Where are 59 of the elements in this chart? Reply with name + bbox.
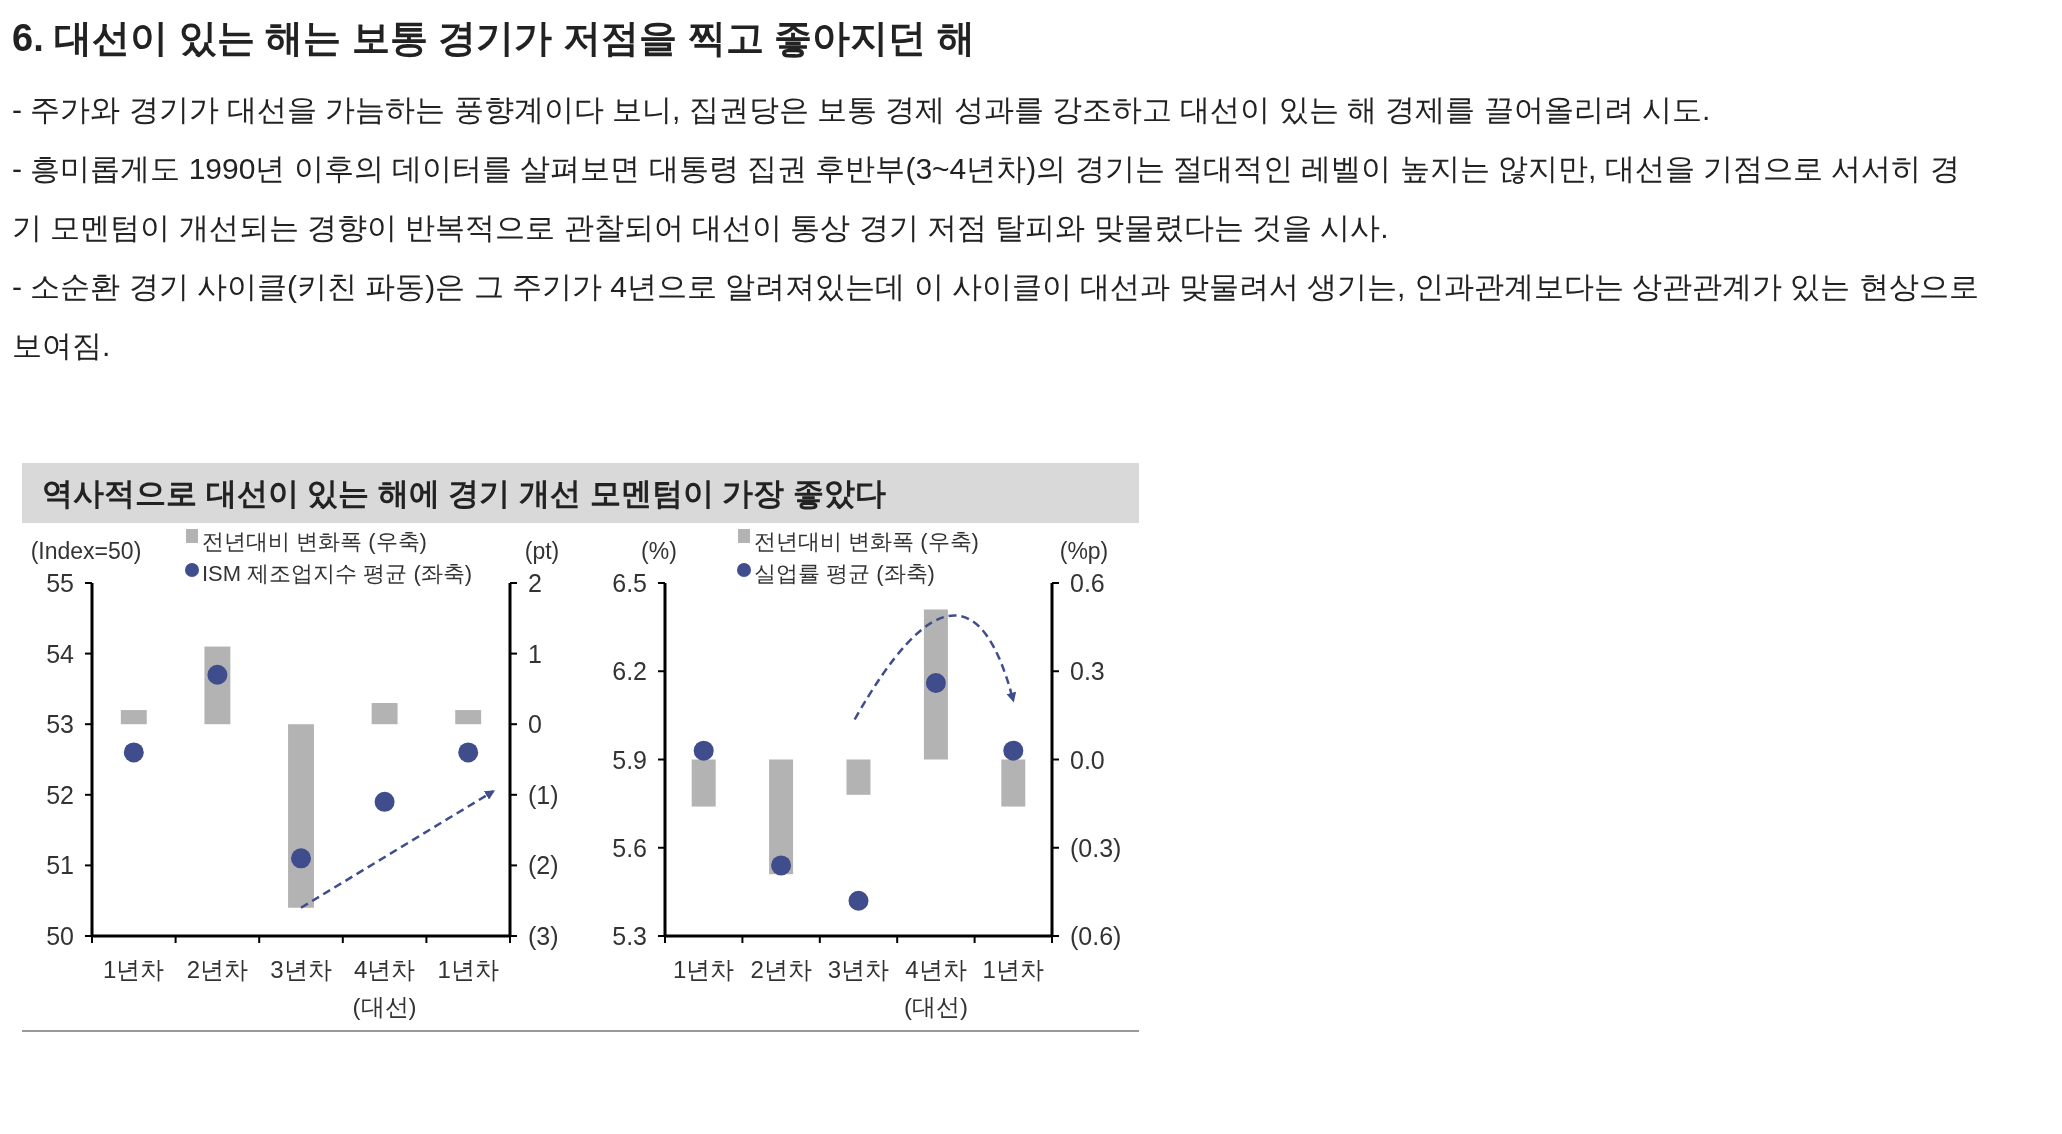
y-tick-label: 54: [46, 639, 75, 668]
y2-axis-title: (%p): [1059, 538, 1109, 564]
y-tick-label: 6.5: [612, 569, 647, 597]
y2-tick-label: 0.0: [1070, 745, 1105, 774]
x-tick-label: 1년차: [982, 956, 1044, 983]
point: [693, 740, 714, 761]
y-tick-label: 5.6: [612, 833, 647, 862]
y2-tick-label: (1): [528, 780, 559, 809]
y2-tick-label: (0.3): [1070, 833, 1122, 862]
point: [207, 664, 228, 685]
point: [848, 890, 869, 911]
x-tick-label: 2년차: [750, 956, 812, 983]
bar: [371, 703, 398, 725]
y2-tick-label: (0.6): [1070, 922, 1122, 950]
point: [291, 848, 311, 869]
bar: [120, 710, 147, 725]
y-tick-label: 50: [46, 922, 74, 950]
text: 6. 대선이 있는 해는 보통 경기가 저점을 찍고 좋아지던 해: [12, 16, 976, 61]
point: [925, 673, 946, 694]
y2-tick-label: 0.3: [1070, 657, 1105, 686]
y2-tick-label: 0.6: [1070, 569, 1105, 597]
bar: [455, 710, 482, 725]
legend-label: 전년대비 변화폭 (우축): [202, 529, 427, 554]
y2-tick-label: (3): [528, 922, 559, 950]
y2-tick-label: (2): [528, 851, 559, 880]
y2-axis-title: (pt): [524, 538, 560, 564]
text: - 흥미롭게도 1990년 이후의 데이터를 살펴보면 대통령 집권 후반부(3~4년차)의 경기는 절대적인 레벨이 높지는 않지만, 대선을 기점으로 서서히 경기 모멘텀이 개선되는 경향이 반복적으로 관찰되어 대선이 통상 경기 저점 탈피와 맞물렸다는 것을 시사.: [12, 151, 1961, 246]
point: [458, 742, 479, 763]
point: [1003, 740, 1024, 761]
y-axis-title: (Index=50): [30, 538, 142, 564]
point: [123, 742, 144, 763]
x-tick-label: 2년차: [186, 956, 249, 983]
x-tick-label: 3년차: [827, 956, 890, 983]
chart-title: 역사적으로 대선이 있는 해에 경기 개선 모멘텀이 가장 좋았다: [42, 476, 886, 511]
point: [374, 791, 395, 812]
y-tick-label: 5.3: [612, 922, 647, 950]
text: - 주가와 경기가 대선을 가늠하는 풍향계이다 보니, 집권당은 보통 경제 성과를 강조하고 대선이 있는 해 경제를 끌어올리려 시도.: [12, 92, 1712, 128]
y-tick-label: 5.9: [612, 745, 647, 774]
legend-label: 전년대비 변화폭 (우축): [754, 529, 979, 554]
x-tick-label: 3년차: [270, 956, 332, 983]
x-tick-label: 1년차: [437, 956, 499, 983]
y2-tick-label: 1: [528, 639, 542, 668]
y-tick-label: 52: [46, 780, 74, 809]
x-tick-label: 4년차 (대선): [903, 956, 968, 1020]
x-tick-label: 4년차 (대선): [352, 956, 417, 1020]
y-tick-label: 51: [46, 851, 74, 880]
y-tick-label: 55: [46, 569, 74, 597]
text: - 소순환 경기 사이클(키친 파동)은 그 주기가 4년으로 알려져있는데 이 사이클이 대선과 맞물려서 생기는, 인과관계보다는 상관관계가 있는 현상으로 보여짐.: [12, 269, 1980, 364]
legend-label: 실업률 평균 (좌축): [754, 561, 935, 586]
x-tick-label: 1년차: [103, 956, 165, 983]
y2-tick-label: 0: [528, 710, 542, 739]
x-tick-label: 1년차: [673, 956, 735, 983]
point: [771, 855, 792, 876]
y-tick-label: 6.2: [612, 657, 647, 686]
y2-tick-label: 2: [528, 569, 542, 597]
y-tick-label: 53: [46, 710, 74, 739]
y-axis-title: (%): [641, 538, 677, 564]
legend-label: ISM 제조업지수 평균 (좌축): [202, 561, 473, 586]
bar: [288, 724, 314, 908]
